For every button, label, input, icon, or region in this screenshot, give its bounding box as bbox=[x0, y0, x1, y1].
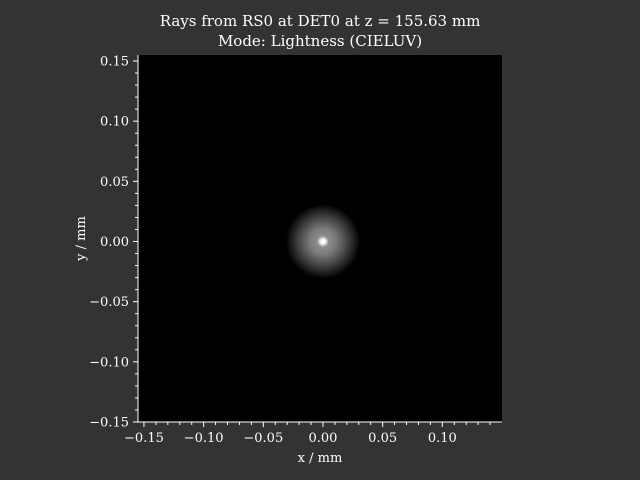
y-tick-label: 0.05 bbox=[100, 175, 129, 190]
y-tick-label: −0.10 bbox=[89, 355, 129, 370]
x-tick-label: −0.15 bbox=[124, 431, 164, 446]
y-tick-label: 0.10 bbox=[100, 115, 129, 130]
spot-core bbox=[320, 239, 326, 244]
x-axis-label: x / mm bbox=[298, 451, 343, 466]
x-tick-label: 0.10 bbox=[428, 431, 457, 446]
y-tick-label: −0.15 bbox=[89, 416, 129, 431]
x-tick-label: 0.05 bbox=[368, 431, 397, 446]
y-axis-label: y / mm bbox=[74, 216, 89, 262]
y-tick-label: 0.00 bbox=[100, 235, 129, 250]
chart-title-line-2: Mode: Lightness (CIELUV) bbox=[217, 32, 423, 50]
x-tick-label: −0.05 bbox=[243, 431, 283, 446]
x-tick-label: 0.00 bbox=[309, 431, 338, 446]
y-tick-label: 0.15 bbox=[100, 55, 129, 70]
chart-title-line-1: Rays from RS0 at DET0 at z = 155.63 mm bbox=[159, 12, 481, 30]
y-tick-label: −0.05 bbox=[89, 295, 129, 310]
axes: −0.15 −0.10 −0.05 0.00 0.05 0.10 0.15 0.10 0.05 0… bbox=[89, 55, 502, 446]
x-tick-label: −0.10 bbox=[184, 431, 224, 446]
heatmap-image bbox=[285, 204, 361, 279]
